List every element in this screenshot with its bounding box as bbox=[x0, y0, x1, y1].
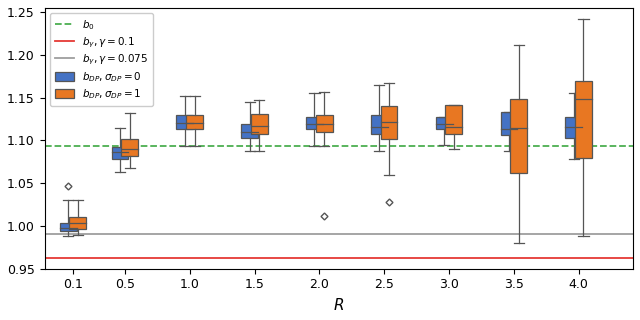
Bar bbox=[111, 147, 129, 159]
Bar bbox=[500, 112, 517, 135]
X-axis label: $R$: $R$ bbox=[333, 297, 344, 313]
Bar bbox=[445, 105, 462, 134]
Bar bbox=[241, 124, 258, 138]
Bar bbox=[122, 139, 138, 156]
Bar bbox=[510, 100, 527, 173]
Bar bbox=[575, 81, 592, 157]
Bar bbox=[186, 115, 203, 129]
Bar bbox=[70, 218, 86, 228]
Bar bbox=[306, 116, 323, 129]
Bar bbox=[381, 106, 397, 139]
Bar bbox=[60, 223, 77, 231]
Bar bbox=[316, 115, 333, 132]
Bar bbox=[565, 117, 582, 138]
Bar bbox=[251, 114, 268, 134]
Bar bbox=[177, 115, 193, 129]
Bar bbox=[371, 115, 388, 134]
Legend: $b_0$, $b_\gamma, \gamma=0.1$, $b_\gamma, \gamma=0.075$, $b_{DP}, \sigma_{DP}=0$: $b_0$, $b_\gamma, \gamma=0.1$, $b_\gamma… bbox=[50, 13, 154, 106]
Bar bbox=[436, 117, 452, 129]
